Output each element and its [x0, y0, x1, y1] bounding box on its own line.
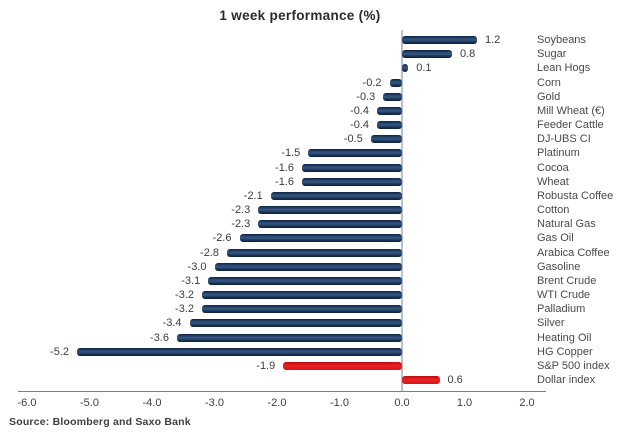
category-label: Heating Oil [537, 331, 592, 344]
bar-value-label: 1.2 [485, 34, 501, 46]
chart-title: 1 week performance (%) [219, 8, 381, 23]
bar-value-label: -0.2 [362, 76, 382, 89]
category-label: Gasoline [537, 260, 581, 273]
x-tick-label: 2.0 [519, 397, 535, 409]
bar-value-label: -2.1 [243, 189, 263, 202]
category-label: Cocoa [537, 161, 569, 174]
bar-value-label: -3.2 [175, 289, 194, 302]
bar [402, 376, 440, 385]
bar [377, 121, 402, 130]
bar-value-label: -0.4 [350, 104, 369, 117]
category-label: Sugar [537, 48, 567, 61]
zero-axis-line [401, 30, 403, 391]
bar-value-label: -5.2 [50, 345, 69, 358]
bar [302, 163, 402, 172]
category-label: Robusta Coffee [537, 189, 614, 202]
bar [258, 206, 402, 215]
category-label: HG Copper [537, 345, 593, 358]
bar [383, 92, 402, 101]
x-tick-label: -4.0 [142, 397, 162, 409]
source-label: Source: Bloomberg and Saxo Bank [9, 416, 191, 428]
bar-value-label: -3.6 [150, 331, 169, 344]
x-tick-label: 1.0 [456, 397, 473, 409]
bar [202, 305, 402, 314]
bar [227, 248, 402, 257]
bar-value-label: -1.6 [275, 161, 294, 174]
x-tick-label: -6.0 [17, 397, 37, 409]
bar-value-label: -1.9 [256, 359, 276, 372]
bar-value-label: -0.4 [350, 119, 369, 132]
bar-value-label: -2.3 [231, 218, 251, 231]
category-label: Wheat [537, 175, 569, 188]
bar [402, 36, 477, 44]
bar [189, 319, 402, 328]
bar-value-label: -3.0 [187, 260, 207, 273]
bar [377, 106, 402, 115]
bar [283, 361, 402, 370]
category-label: Arabica Coffee [537, 246, 610, 259]
x-tick-label: -2.0 [267, 397, 287, 409]
bar-value-label: -3.1 [181, 274, 201, 287]
category-label: WTI Crude [537, 289, 591, 302]
category-label: Palladium [537, 303, 586, 316]
category-label: Corn [537, 76, 561, 89]
bar [177, 333, 402, 342]
bar [202, 291, 402, 300]
category-label: Lean Hogs [537, 62, 591, 75]
bar-value-label: -2.8 [200, 246, 219, 259]
bar-value-label: -0.3 [356, 90, 376, 103]
bar-value-label: -3.4 [162, 317, 182, 330]
x-axis-line [18, 391, 546, 392]
bar [402, 64, 409, 73]
bar-value-label: -2.3 [231, 204, 251, 217]
bar-value-label: -3.2 [175, 303, 194, 316]
bar [239, 234, 402, 243]
bar-value-label: -1.6 [275, 175, 294, 188]
bar-value-label: 0.1 [416, 62, 432, 75]
category-label: S&P 500 index [537, 359, 610, 372]
bar-value-label: -0.5 [343, 133, 363, 146]
bar [370, 135, 402, 144]
category-label: Mill Wheat (€) [537, 104, 605, 117]
bar [389, 78, 402, 87]
x-tick-label: -5.0 [80, 397, 99, 409]
category-label: Cotton [537, 204, 570, 217]
category-label: DJ-UBS CI [537, 133, 591, 146]
bar [258, 220, 402, 229]
category-label: Soybeans [537, 34, 586, 46]
x-tick-label: 0.0 [394, 397, 410, 409]
bar-value-label: -2.6 [212, 232, 232, 245]
x-tick-label: -3.0 [205, 397, 224, 409]
bar-value-label: -1.5 [281, 147, 301, 160]
category-label: Brent Crude [537, 274, 597, 287]
x-tick-label: -1.0 [330, 397, 349, 409]
bar [208, 276, 402, 285]
category-label: Dollar index [537, 374, 596, 387]
category-label: Gas Oil [537, 232, 574, 245]
category-label: Natural Gas [537, 218, 596, 231]
bar [402, 50, 452, 59]
bar-value-label: 0.8 [460, 48, 476, 61]
bar [308, 149, 402, 158]
category-label: Silver [537, 317, 565, 330]
bar-value-label: 0.6 [447, 374, 463, 387]
bar [214, 262, 402, 271]
category-label: Feeder Cattle [537, 119, 604, 132]
category-label: Platinum [537, 147, 580, 160]
category-label: Gold [537, 90, 561, 103]
bar [270, 191, 402, 200]
bar [77, 347, 402, 356]
bar [302, 177, 402, 186]
